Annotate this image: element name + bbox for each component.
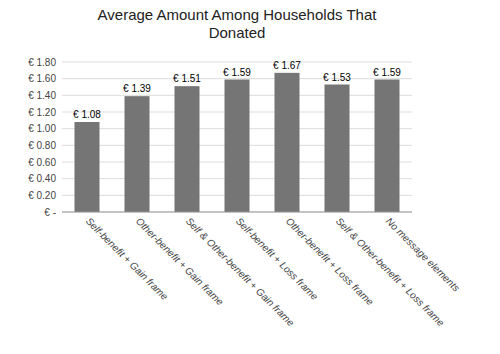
background [0,0,500,354]
data-label: € 1.59 [373,67,401,78]
title-line: Average Amount Among Households That [98,6,378,23]
y-tick-label: € 0.80 [28,140,56,151]
bar [225,80,250,213]
title: Average Amount Among Households ThatDona… [98,6,378,41]
data-label: € 1.51 [173,73,201,84]
grid-line [62,78,412,79]
bar [75,122,100,212]
grid-line [62,212,412,213]
y-tick-label: € - [44,207,56,218]
data-label: € 1.59 [223,67,251,78]
chart: Average Amount Among Households ThatDona… [0,0,500,354]
bars [75,73,400,212]
x-axis-line [62,212,412,213]
x-tick-label: Other-benefit + Loss frame [284,216,376,308]
bar [375,80,400,213]
data-label: € 1.67 [273,60,301,71]
x-tick-label: Self & Other-benefit + Loss frame [334,216,447,329]
bar [125,96,150,212]
y-tick-label: € 1.00 [28,123,56,134]
y-tick-label: € 1.20 [28,107,56,118]
x-tick-label: No message elements [384,216,462,294]
bar [325,85,350,213]
x-tick-label: Self-benefit + Loss frame [234,216,321,303]
data-label: € 1.39 [123,83,151,94]
y-tick-label: € 1.80 [28,57,56,68]
y-tick-label: € 1.60 [28,73,56,84]
y-tick-label: € 0.60 [28,157,56,168]
title-line: Donated [209,24,266,41]
x-ticks: Self-benefit + Gain frameOther-benefit +… [84,216,462,329]
x-tick-label: Self-benefit + Gain frame [84,216,171,303]
y-tick-label: € 1.40 [28,90,56,101]
grid [62,62,412,212]
x-tick-label: Self & Other-benefit + Gain frame [184,216,297,329]
x-tick-label: Other-benefit + Gain frame [134,216,226,308]
y-tick-label: € 0.20 [28,190,56,201]
y-tick-label: € 0.40 [28,173,56,184]
y-ticks: € - € 0.20 € 0.40 € 0.60 € 0.80 € 1.00 € 1.20 €… [28,57,56,218]
data-labels: € 1.08 € 1.39 € 1.51 € 1.59 € 1.67 € 1.53 € 1.… [73,60,401,120]
bar [275,73,300,212]
data-label: € 1.08 [73,109,101,120]
bar [175,86,200,212]
data-label: € 1.53 [323,72,351,83]
grid-line [62,62,412,63]
